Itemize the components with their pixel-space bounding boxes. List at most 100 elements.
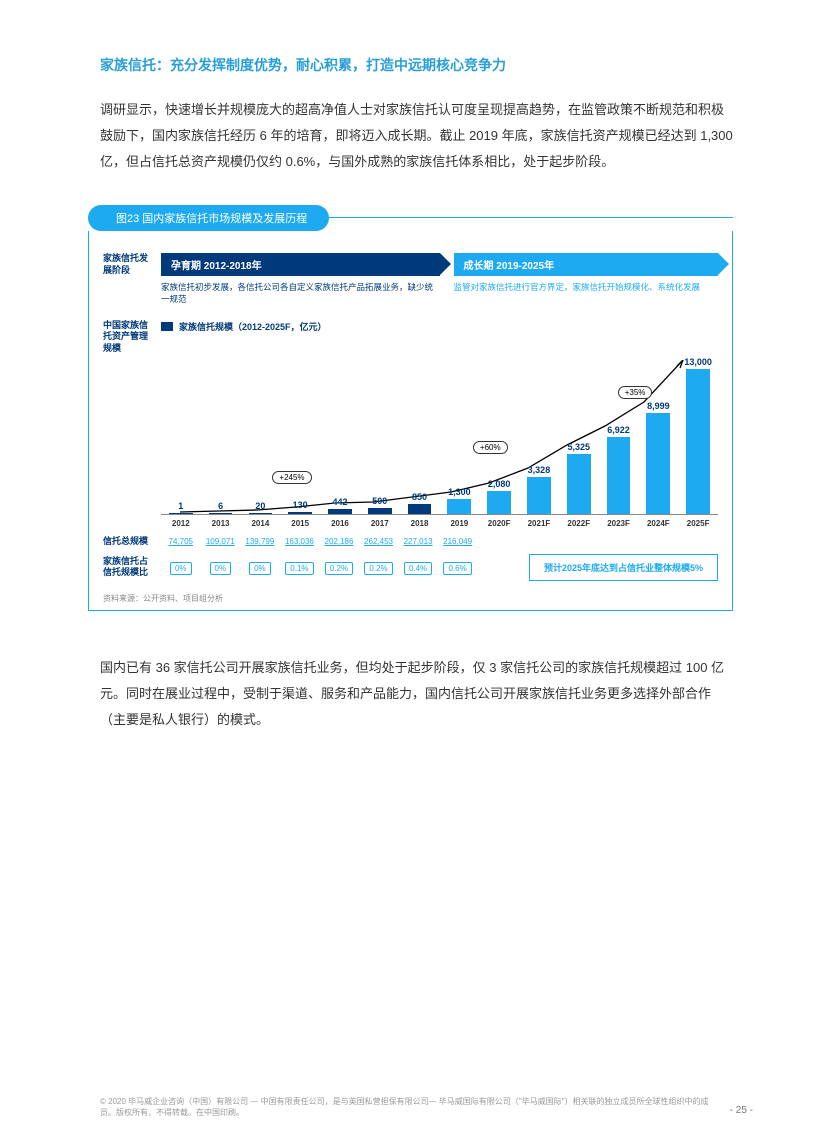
x-axis-label: 2016 [320,519,360,528]
ratio-value: 0.1% [280,558,320,576]
bar-rect [288,512,312,513]
x-axis-label: 2017 [360,519,400,528]
bar-column: 6,922 [599,425,639,514]
legend-text: 家族信托规模（2012-2025F，亿元） [179,320,327,333]
bar-value-label: 3,328 [528,465,551,475]
bar-column: 1,300 [440,487,480,514]
section-title: 家族信托：充分发挥制度优势，耐心积累，打造中远期核心竞争力 [100,55,733,75]
x-axis-label: 2015 [280,519,320,528]
bar-column: 130 [280,500,320,513]
figure-title: 图23 国内家族信托市场规模及发展历程 [88,205,329,231]
ratio-value: 0.2% [319,558,359,576]
trust-total-value [556,537,596,546]
trust-total-value: 139,799 [240,537,280,546]
phase-row-label: 家族信托发展阶段 [103,253,151,276]
bar-rect [169,513,193,514]
trust-total-value: 216,049 [438,537,478,546]
bar-column: 20 [241,501,281,514]
ratio-value: 0.2% [359,558,399,576]
ratio-label: 家族信托占信托规模比 [103,556,151,579]
page-number: - 25 - [730,1104,753,1118]
trust-total-value: 109,071 [201,537,241,546]
phase1-desc: 家族信托初步发展，各信托公司各自定义家族信托产品拓展业务，缺少统一规范 [161,282,440,306]
forecast-note: 预计2025年底达到占信托业整体规模5% [529,554,718,581]
phase2-banner: 成长期 2019-2025年 [454,253,719,276]
trust-total-value [636,537,676,546]
scale-row-label: 中国家族信托资产管理规模 [103,320,151,355]
phase1-banner: 孕育期 2012-2018年 [161,253,440,276]
x-axis-label: 2022F [559,519,599,528]
paragraph-1: 调研显示，快速增长并规模庞大的超高净值人士对家族信托认可度呈现提高趋势，在监管政… [100,97,733,175]
bar-column: 5,325 [559,442,599,513]
bar-value-label: 1 [178,501,183,511]
x-axis-label: 2023F [599,519,639,528]
ratio-value [477,558,517,576]
trust-total-value: 74,705 [161,537,201,546]
bar-column: 500 [360,496,400,514]
trust-total-value: 227,013 [398,537,438,546]
bar-rect [646,413,670,513]
bar-value-label: 6,922 [607,425,630,435]
ratio-value: 0.4% [398,558,438,576]
bar-rect [328,509,352,514]
ratio-value: 0% [201,558,241,576]
bar-column: 1 [161,501,201,514]
bar-value-label: 20 [255,501,265,511]
x-axis-label: 2019 [440,519,480,528]
copyright-text: © 2020 毕马威企业咨询（中国）有限公司 — 中国有限责任公司，是与英国私营… [100,1096,712,1118]
bar-rect [408,504,432,513]
bar-column: 13,000 [678,357,718,514]
x-axis-label: 2020F [479,519,519,528]
x-axis-label: 2021F [519,519,559,528]
x-axis-label: 2025F [678,519,718,528]
x-axis-label: 2018 [400,519,440,528]
ratio-value: 0.6% [438,558,478,576]
ratio-value: 0% [161,558,201,576]
trust-total-label: 信托总规模 [103,536,151,548]
bar-value-label: 5,325 [567,442,590,452]
x-axis-label: 2013 [201,519,241,528]
phase2-desc: 监管对家族信托进行官方界定，家族信托开始规模化、系统化发展 [454,282,719,294]
figure-23: 图23 国内家族信托市场规模及发展历程 家族信托发展阶段 孕育期 2012-20… [100,205,733,611]
bar-column: 2,080 [479,479,519,514]
ratio-value: 0% [240,558,280,576]
bar-rect [447,499,471,514]
bar-value-label: 442 [332,497,347,507]
bar-value-label: 130 [293,500,308,510]
bar-rect [487,491,511,514]
trust-total-value [596,537,636,546]
trust-total-value [517,537,557,546]
x-axis-label: 2024F [639,519,679,528]
bar-rect [607,437,631,514]
page-footer: © 2020 毕马威企业咨询（中国）有限公司 — 中国有限责任公司，是与英国私营… [100,1096,753,1118]
growth-rate-bubble: +60% [473,441,508,454]
bar-column: 3,328 [519,465,559,514]
bar-value-label: 2,080 [488,479,511,489]
trust-total-value: 163,036 [280,537,320,546]
bar-rect [368,508,392,514]
chart-legend: 家族信托规模（2012-2025F，亿元） [161,320,327,333]
bar-rect [686,369,710,514]
trust-total-value: 262,453 [359,537,399,546]
bar-chart: 1 6 20 130 442 500 850 1,300 2,080 3,328 5,325 6,92… [161,345,718,515]
trust-total-value: 202,186 [319,537,359,546]
bar-value-label: 13,000 [684,357,712,367]
bar-rect [249,513,273,514]
bar-value-label: 850 [412,492,427,502]
bar-value-label: 1,300 [448,487,471,497]
growth-rate-bubble: +35% [618,386,653,399]
bar-rect [209,513,233,514]
bar-column: 6 [201,501,241,514]
bar-value-label: 500 [372,496,387,506]
bar-value-label: 6 [218,501,223,511]
trust-total-value [675,537,715,546]
bar-rect [527,477,551,514]
bar-column: 850 [400,492,440,513]
paragraph-2: 国内已有 36 家信托公司开展家族信托业务，但均处于起步阶段，仅 3 家信托公司… [100,655,733,733]
bar-column: 442 [320,497,360,514]
bar-column: 8,999 [639,401,679,513]
x-axis-label: 2012 [161,519,201,528]
bar-value-label: 8,999 [647,401,670,411]
growth-rate-bubble: +245% [272,471,311,484]
x-axis-label: 2014 [241,519,281,528]
